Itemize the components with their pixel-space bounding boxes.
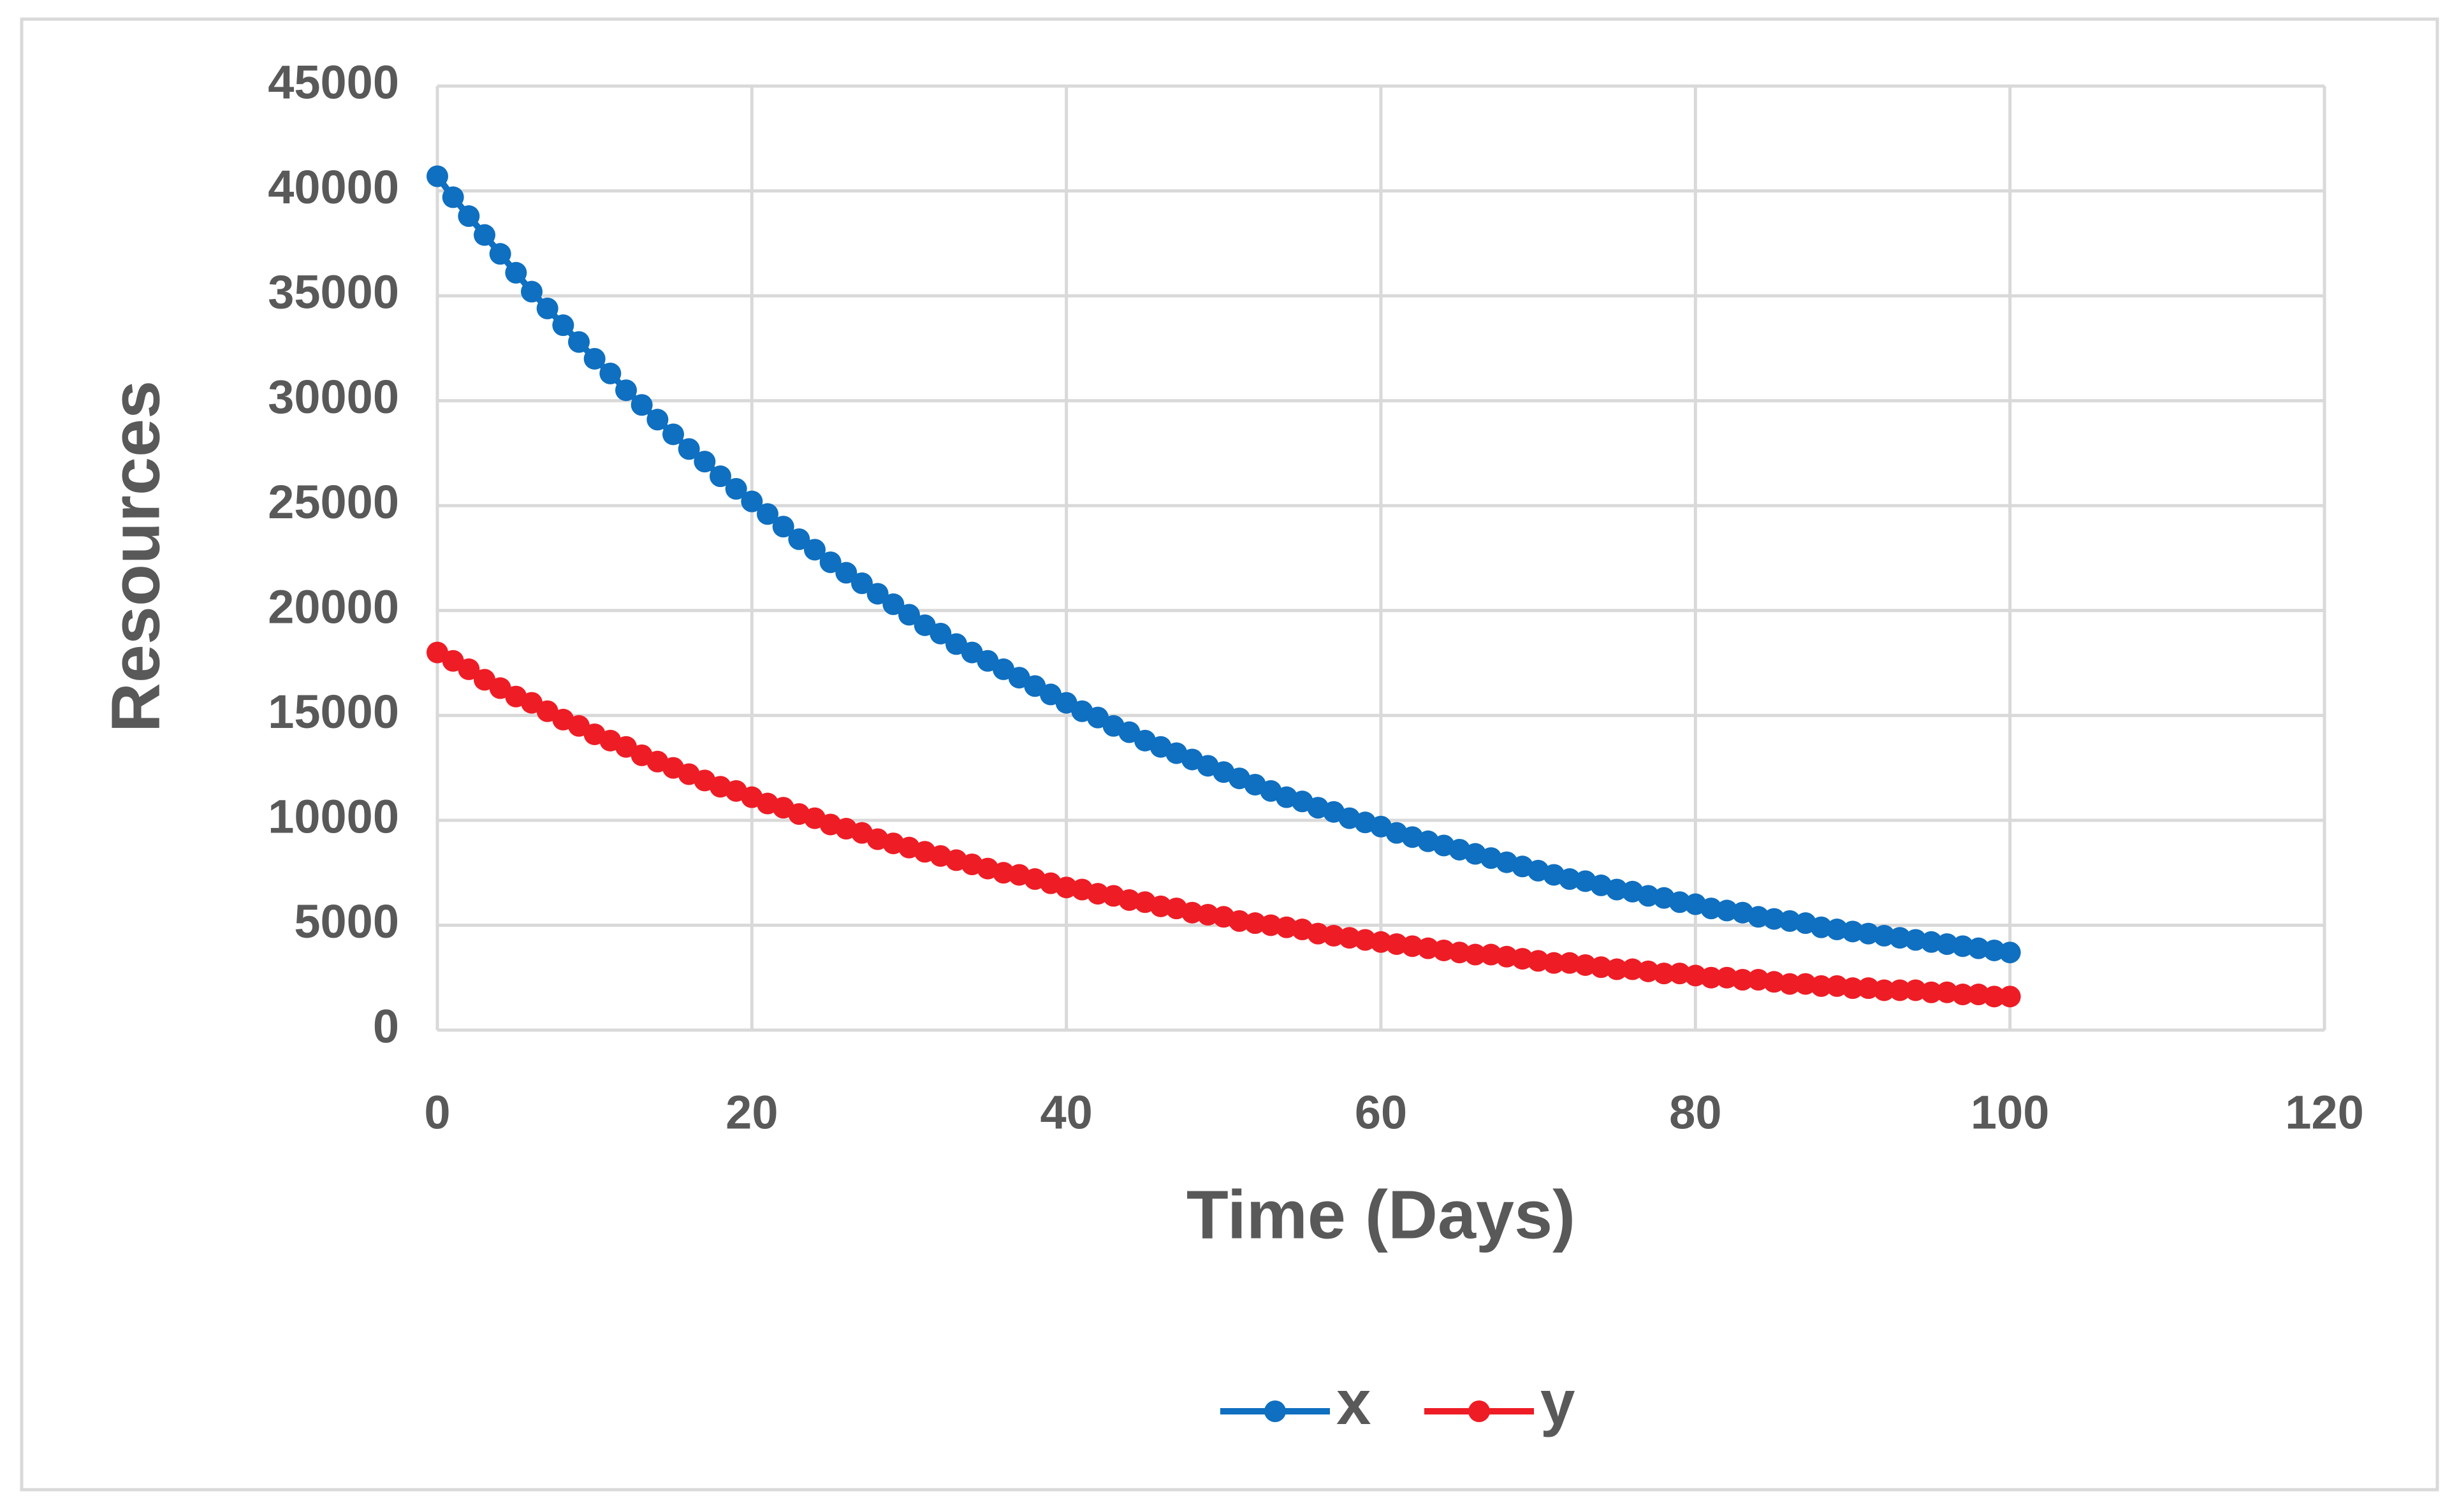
data-point [599,362,622,384]
data-point [851,572,873,594]
x-tick-label: 80 [1669,1086,1721,1139]
data-point [1999,941,2021,964]
data-point [458,205,480,228]
data-point [458,658,480,680]
data-point [489,243,511,265]
data-point [521,280,543,303]
y-tick-label: 10000 [268,790,399,843]
data-point [819,551,842,574]
data-point [1779,973,1801,995]
y-tick-label: 0 [373,1000,399,1053]
data-point [772,516,794,538]
data-point [694,451,716,473]
data-point [866,583,889,605]
data-point [1464,943,1486,966]
y-tick-label: 5000 [294,895,399,948]
data-point [615,379,637,402]
data-point [474,224,495,246]
y-axis-title: Resources [97,381,174,732]
data-point [1920,981,1943,1003]
legend-marker [1468,1400,1490,1422]
data-point [631,394,653,416]
y-tick-label: 30000 [268,370,399,423]
data-point [1889,979,1911,1001]
legend-marker [1264,1400,1286,1422]
data-point [1810,975,1832,997]
data-point [1543,952,1565,974]
x-tick-label: 120 [2285,1086,2363,1139]
data-point [1873,979,1895,1001]
y-tick-label: 20000 [268,580,399,633]
data-point [583,347,606,370]
y-tick-label: 15000 [268,685,399,738]
data-point [662,423,684,446]
data-point [1983,985,2005,1008]
data-point [710,465,731,488]
x-tick-label: 100 [1971,1086,2049,1139]
data-point [930,622,952,644]
data-point [1700,966,1722,989]
y-tick-label: 25000 [268,476,399,528]
data-point [898,604,920,626]
data-point [757,503,778,525]
data-point [725,477,747,500]
data-point [741,490,763,512]
data-point [835,562,857,584]
data-point [1842,977,1864,1000]
data-point [1606,958,1628,980]
x-tick-label: 20 [726,1086,778,1139]
y-tick-label: 40000 [268,161,399,214]
data-point [427,165,448,187]
x-tick-label: 0 [424,1086,450,1139]
data-point [568,331,590,353]
data-point [804,539,826,561]
legend-label: x [1336,1367,1371,1437]
data-point [646,409,669,431]
data-point [678,438,700,460]
data-point [1999,985,2021,1008]
data-point [1732,969,1754,991]
data-point [505,261,527,284]
data-point [788,528,810,550]
y-tick-label: 35000 [268,266,399,319]
data-point [442,186,464,208]
y-tick-label: 45000 [268,56,399,109]
x-tick-label: 60 [1355,1086,1407,1139]
data-point [536,297,558,319]
data-point [882,593,905,615]
data-point [552,314,574,337]
x-tick-label: 40 [1040,1086,1093,1139]
chart-border [20,17,2439,1492]
legend-label: y [1540,1367,1575,1437]
data-point [1952,984,1974,1006]
x-axis-title: Time (Days) [1186,1176,1575,1253]
data-point [1653,963,1675,985]
